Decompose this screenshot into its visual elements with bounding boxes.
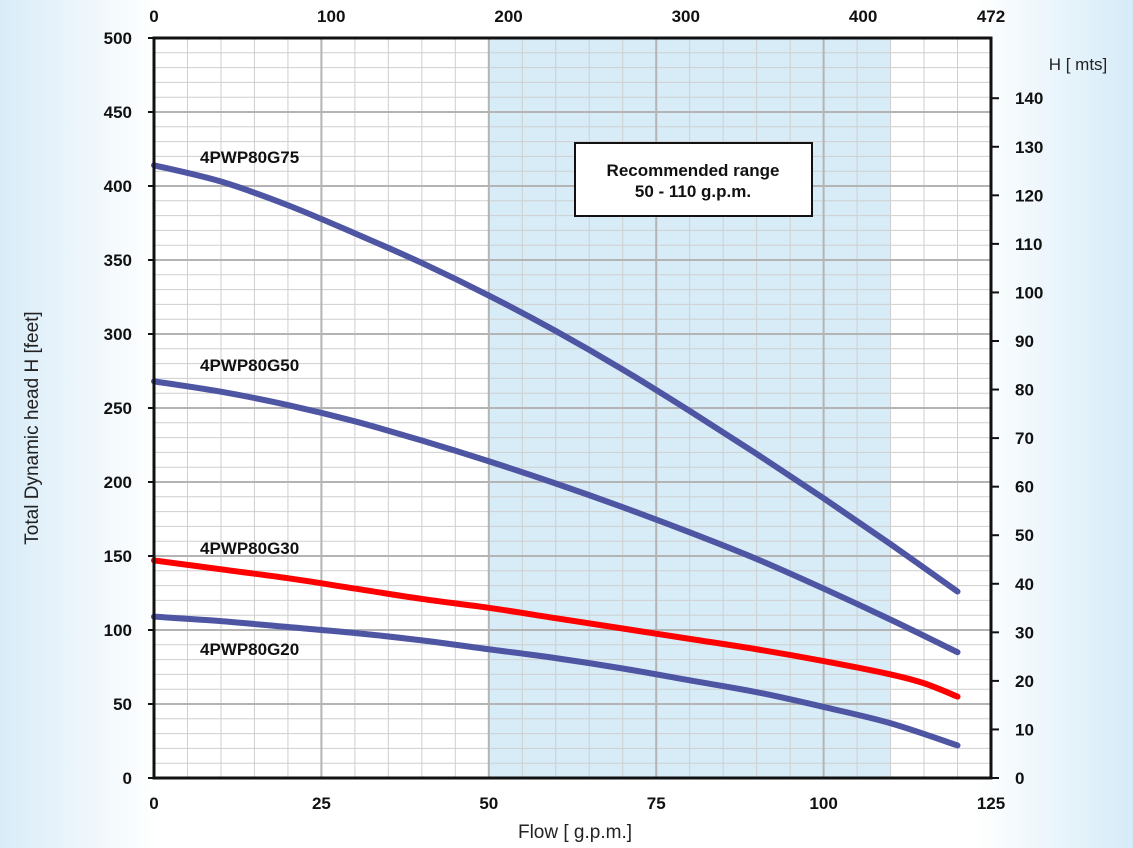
right-tick-label: 70 — [1015, 429, 1034, 448]
recommended-range-values: 50 - 110 g.p.m. — [635, 182, 751, 201]
series-label-4pwp80g30: 4PWP80G30 — [200, 539, 299, 558]
x-axis-title: Flow [ g.p.m.] — [518, 822, 632, 843]
right-tick-label: 90 — [1015, 332, 1034, 351]
y-tick-label: 350 — [104, 251, 132, 270]
y-tick-label: 250 — [104, 399, 132, 418]
series-line-4pwp80g75 — [151, 162, 961, 595]
right-tick-label: 50 — [1015, 526, 1034, 545]
y-tick-label: 150 — [104, 547, 132, 566]
right-tick-label: 40 — [1015, 575, 1034, 594]
y-tick-label: 0 — [123, 769, 132, 788]
x-tick-label: 25 — [312, 794, 331, 813]
y-axis-title: Total Dynamic head H [feet] — [22, 311, 43, 544]
recommended-range-box: Recommended range 50 - 110 g.p.m. — [574, 142, 813, 217]
right-tick-label: 60 — [1015, 478, 1034, 497]
top-tick-label: 300 — [672, 7, 700, 26]
y-tick-label: 100 — [104, 621, 132, 640]
top-tick-label: 200 — [494, 7, 522, 26]
right-tick-label: 80 — [1015, 381, 1034, 400]
y-tick-label: 300 — [104, 325, 132, 344]
series-label-4pwp80g75: 4PWP80G75 — [200, 148, 299, 167]
right-tick-label: 10 — [1015, 720, 1034, 739]
top-tick-label: 472 — [977, 7, 1005, 26]
top-tick-label: 100 — [317, 7, 345, 26]
x-tick-label: 75 — [647, 794, 666, 813]
x-tick-label: 50 — [479, 794, 498, 813]
series-label-4pwp80g50: 4PWP80G50 — [200, 356, 299, 375]
series-labels: 4PWP80G75 4PWP80G50 4PWP80G30 4PWP80G20 — [200, 148, 299, 659]
y-tick-label: 450 — [104, 103, 132, 122]
recommended-range-title: Recommended range — [607, 161, 780, 180]
right-tick-label: 140 — [1015, 89, 1043, 108]
x-tick-label: 100 — [809, 794, 837, 813]
y-tick-label: 50 — [113, 695, 132, 714]
right-tick-label: 100 — [1015, 283, 1043, 302]
x-tick-label: 0 — [149, 794, 158, 813]
x-tick-label: 125 — [977, 794, 1005, 813]
right-axis-title: H [ mts] — [1049, 55, 1108, 74]
series-line-4pwp80g30 — [151, 557, 961, 700]
y-tick-label: 200 — [104, 473, 132, 492]
series-line-4pwp80g50 — [151, 378, 961, 656]
series-line-4pwp80g20 — [151, 613, 961, 749]
y-tick-label: 500 — [104, 29, 132, 48]
right-tick-label: 20 — [1015, 672, 1034, 691]
right-tick-label: 130 — [1015, 138, 1043, 157]
y-tick-label: 400 — [104, 177, 132, 196]
right-tick-label: 30 — [1015, 623, 1034, 642]
series-label-4pwp80g20: 4PWP80G20 — [200, 640, 299, 659]
right-tick-label: 120 — [1015, 186, 1043, 205]
series-lines — [151, 162, 961, 749]
right-tick-label: 0 — [1015, 769, 1024, 788]
tick-labels: 0 25 50 75 100 125050100150200250300350400450… — [104, 7, 1044, 813]
top-tick-label: 400 — [849, 7, 877, 26]
right-tick-label: 110 — [1015, 235, 1042, 254]
top-tick-label: 0 — [149, 7, 158, 26]
